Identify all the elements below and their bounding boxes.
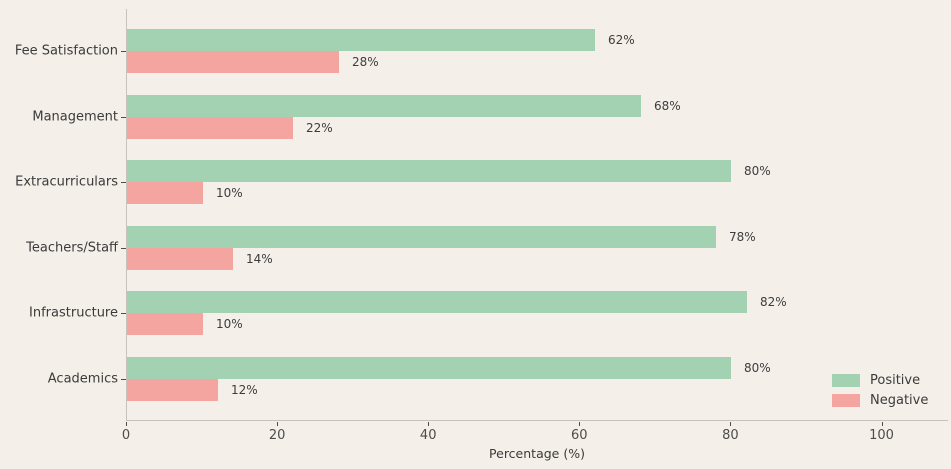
value-label: 68% xyxy=(654,98,681,113)
value-label: 14% xyxy=(246,251,273,266)
y-tick-mark xyxy=(121,313,126,314)
plot-area: 62% 28% 68% 22% 80% 10% 78% 14% 82% 10% 80% 12% xyxy=(126,9,948,421)
value-label: 80% xyxy=(744,360,771,375)
value-label: 10% xyxy=(216,317,243,331)
x-tick-mark xyxy=(730,422,732,426)
negative-bar xyxy=(127,51,339,73)
y-tick-mark xyxy=(121,247,126,249)
value-label: 22% xyxy=(306,120,333,135)
category-label: Teachers/Staff xyxy=(26,240,118,255)
negative-bar xyxy=(127,378,218,401)
negative-bar xyxy=(127,116,293,139)
x-tick-mark xyxy=(126,422,127,426)
positive-bar xyxy=(127,29,595,51)
positive-bar xyxy=(127,160,731,182)
category-label: Fee Satisfaction xyxy=(14,43,118,59)
x-tick-label: 40 xyxy=(419,428,437,443)
category-label: Extracurriculars xyxy=(15,174,118,190)
x-tick-mark xyxy=(428,422,430,426)
x-tick-label: 80 xyxy=(722,428,739,443)
value-label: 78% xyxy=(729,229,756,244)
x-tick-label: 100 xyxy=(869,428,894,443)
value-label: 12% xyxy=(231,382,258,397)
negative-swatch-icon xyxy=(832,393,860,407)
category-label: Management xyxy=(32,109,118,124)
x-tick-label: 60 xyxy=(571,428,588,443)
x-axis-label: Percentage (%) xyxy=(489,446,585,461)
legend-item-positive: Positive xyxy=(832,372,928,388)
negative-bar xyxy=(127,182,203,204)
positive-bar xyxy=(127,225,716,248)
negative-bar xyxy=(127,313,203,335)
legend-label-positive: Positive xyxy=(870,372,921,388)
y-tick-mark xyxy=(121,116,126,118)
positive-bar xyxy=(127,94,641,117)
category-label: Academics xyxy=(47,371,118,386)
positive-bar xyxy=(127,356,731,379)
legend: Positive Negative xyxy=(832,372,928,412)
x-tick-label: 0 xyxy=(121,428,131,443)
positive-bar xyxy=(127,291,747,313)
value-label: 28% xyxy=(352,55,379,69)
negative-bar xyxy=(127,247,233,270)
value-label: 10% xyxy=(216,186,243,200)
x-tick-label: 20 xyxy=(268,428,286,443)
y-tick-mark xyxy=(121,378,126,380)
positive-swatch-icon xyxy=(832,373,860,387)
x-tick-mark xyxy=(579,422,581,426)
y-tick-mark xyxy=(121,51,126,52)
x-tick-mark xyxy=(277,422,279,426)
x-tick-mark xyxy=(881,422,883,426)
legend-label-negative: Negative xyxy=(870,392,929,408)
y-tick-mark xyxy=(121,182,126,183)
value-label: 80% xyxy=(744,164,771,178)
value-label: 82% xyxy=(760,295,787,309)
legend-item-negative: Negative xyxy=(832,392,928,408)
category-label: Infrastructure xyxy=(29,305,118,321)
value-label: 62% xyxy=(608,33,635,47)
